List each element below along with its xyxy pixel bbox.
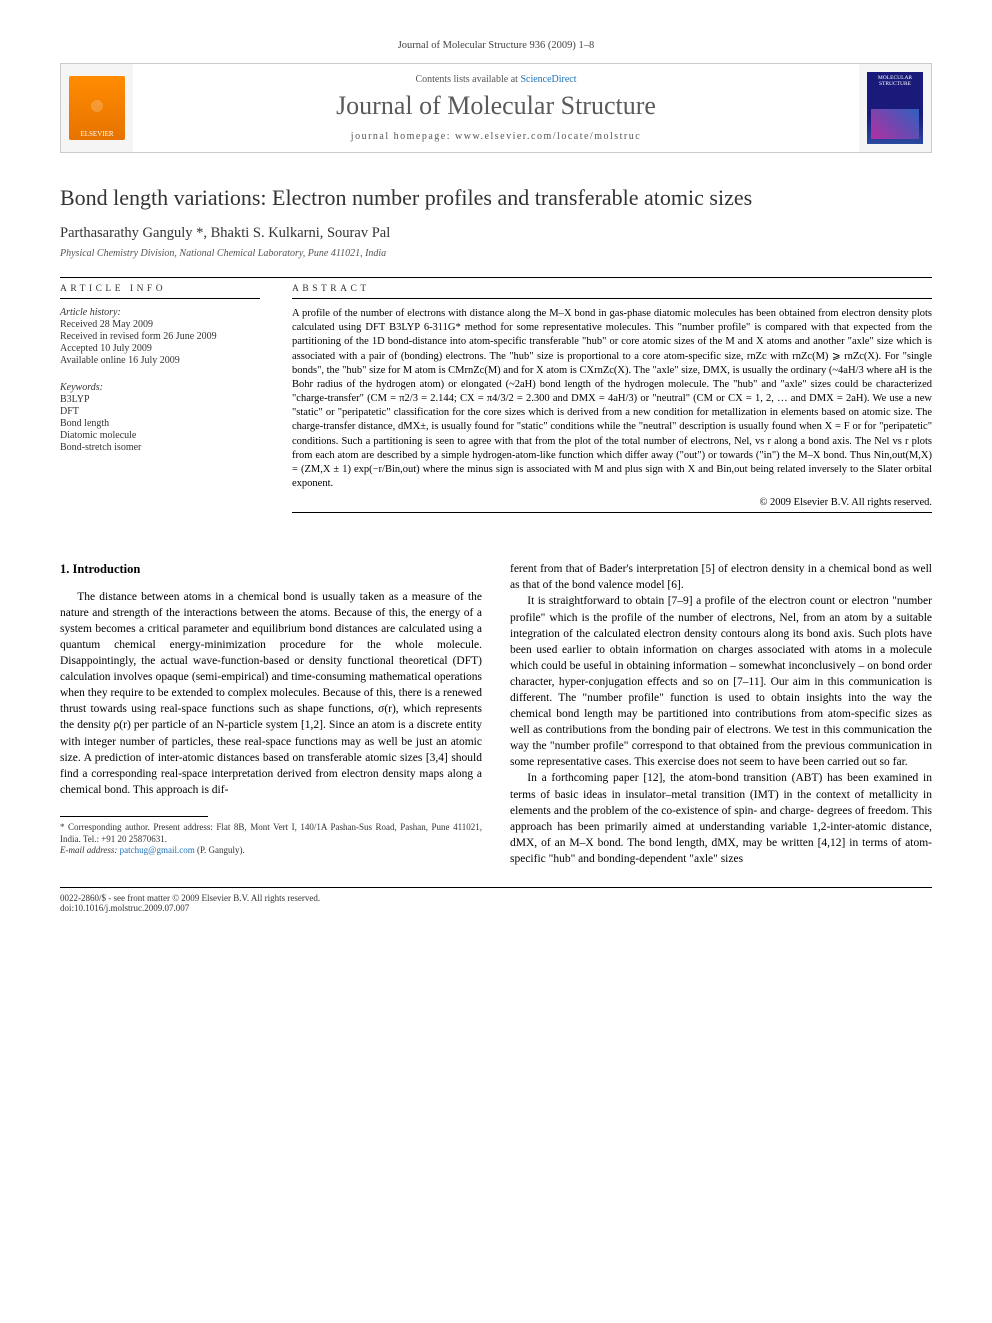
elsevier-tree-icon <box>79 90 115 130</box>
elsevier-logo: ELSEVIER <box>69 76 125 140</box>
abstract-text: A profile of the number of electrons wit… <box>292 307 932 491</box>
kw: Bond-stretch isomer <box>60 442 260 453</box>
abstract-copyright: © 2009 Elsevier B.V. All rights reserved… <box>292 497 932 508</box>
body-p3: It is straightforward to obtain [7–9] a … <box>510 593 932 770</box>
front-matter-line: 0022-2860/$ - see front matter © 2009 El… <box>60 893 932 903</box>
email-suffix: (P. Ganguly). <box>195 845 245 855</box>
kw: DFT <box>60 406 260 417</box>
journal-banner: ELSEVIER Contents lists available at Sci… <box>60 63 932 153</box>
homepage-prefix: journal homepage: <box>351 131 455 142</box>
abstract-end-rule <box>292 512 932 513</box>
bottom-rule <box>60 887 932 888</box>
history-accepted: Accepted 10 July 2009 <box>60 343 260 354</box>
journal-cover-icon: MOLECULAR STRUCTURE <box>867 72 923 144</box>
abstract-head: ABSTRACT <box>292 284 932 294</box>
abstract: ABSTRACT A profile of the number of elec… <box>292 284 932 521</box>
body-p4: In a forthcoming paper [12], the atom-bo… <box>510 770 932 867</box>
doi-line: doi:10.1016/j.molstruc.2009.07.007 <box>60 903 932 913</box>
history-received: Received 28 May 2009 <box>60 319 260 330</box>
footnote-rule <box>60 816 208 817</box>
banner-center: Contents lists available at ScienceDirec… <box>133 64 859 152</box>
publisher-logo-wrap: ELSEVIER <box>61 64 133 152</box>
contents-line: Contents lists available at ScienceDirec… <box>141 74 851 85</box>
kw: Bond length <box>60 418 260 429</box>
keywords-head: Keywords: <box>60 382 103 393</box>
cover-art-icon <box>871 109 919 139</box>
info-abstract-row: ARTICLE INFO Article history: Received 2… <box>60 284 932 521</box>
email-line: E-mail address: patchug@gmail.com (P. Ga… <box>60 845 482 857</box>
body-p2: ferent from that of Bader's interpretati… <box>510 561 932 593</box>
history-online: Available online 16 July 2009 <box>60 355 260 366</box>
authors-line: Parthasarathy Ganguly *, Bhakti S. Kulka… <box>60 225 932 242</box>
article-title: Bond length variations: Electron number … <box>60 185 932 211</box>
journal-homepage: journal homepage: www.elsevier.com/locat… <box>141 131 851 142</box>
corr-author-note: * Corresponding author. Present address:… <box>60 822 482 845</box>
body-columns: 1. Introduction The distance between ato… <box>60 561 932 867</box>
info-rule <box>60 298 260 299</box>
corr-email[interactable]: patchug@gmail.com <box>120 845 195 855</box>
history-head: Article history: <box>60 307 121 318</box>
journal-cover-wrap: MOLECULAR STRUCTURE <box>859 64 931 152</box>
email-label: E-mail address: <box>60 845 120 855</box>
affiliation: Physical Chemistry Division, National Ch… <box>60 248 932 259</box>
kw: B3LYP <box>60 394 260 405</box>
homepage-url[interactable]: www.elsevier.com/locate/molstruc <box>455 131 641 142</box>
elsevier-logo-label: ELSEVIER <box>80 130 113 138</box>
sciencedirect-link[interactable]: ScienceDirect <box>520 74 576 85</box>
article-history: Article history: Received 28 May 2009 Re… <box>60 307 260 366</box>
section-1-head: 1. Introduction <box>60 561 482 579</box>
keywords-block: Keywords: B3LYP DFT Bond length Diatomic… <box>60 382 260 453</box>
article-info-head: ARTICLE INFO <box>60 284 260 294</box>
footnote-block: * Corresponding author. Present address:… <box>60 822 482 857</box>
body-p1: The distance between atoms in a chemical… <box>60 589 482 798</box>
cover-title: MOLECULAR STRUCTURE <box>869 75 921 87</box>
title-rule <box>60 277 932 278</box>
contents-prefix: Contents lists available at <box>415 74 520 85</box>
article-info: ARTICLE INFO Article history: Received 2… <box>60 284 260 521</box>
kw: Diatomic molecule <box>60 430 260 441</box>
running-header: Journal of Molecular Structure 936 (2009… <box>60 40 932 51</box>
journal-name: Journal of Molecular Structure <box>141 91 851 121</box>
history-revised: Received in revised form 26 June 2009 <box>60 331 260 342</box>
abstract-rule <box>292 298 932 299</box>
